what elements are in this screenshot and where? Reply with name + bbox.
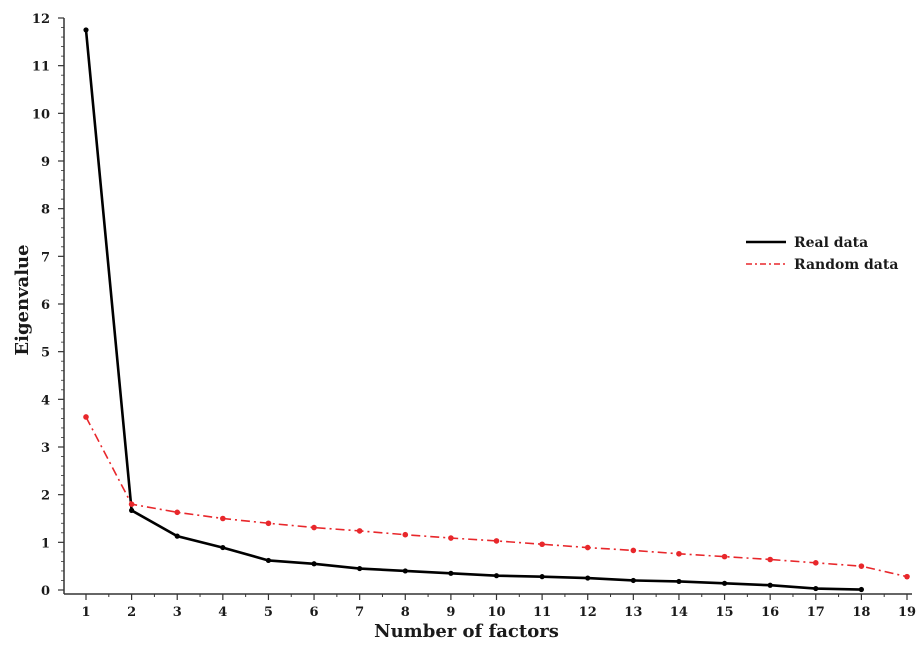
data-point-real-data <box>767 582 773 588</box>
data-point-random-data <box>767 556 773 563</box>
x-tick-label: 12 <box>579 605 597 620</box>
data-point-random-data <box>904 573 910 580</box>
x-tick-label: 9 <box>446 605 455 620</box>
x-tick-label: 10 <box>487 605 505 620</box>
y-tick-label: 3 <box>41 441 50 456</box>
y-tick-label: 8 <box>41 203 50 218</box>
y-tick-label: 2 <box>41 489 50 504</box>
data-point-random-data <box>448 535 454 541</box>
data-point-random-data <box>630 547 637 554</box>
data-point-random-data <box>356 528 363 534</box>
x-tick-label: 13 <box>624 605 642 620</box>
data-point-random-data <box>493 538 500 544</box>
data-point-real-data <box>174 533 180 539</box>
y-tick-label: 5 <box>41 346 50 361</box>
x-tick-label: 11 <box>533 605 551 620</box>
data-point-real-data <box>402 568 408 574</box>
data-point-real-data <box>493 573 500 579</box>
data-point-real-data <box>357 565 363 572</box>
data-point-random-data <box>812 560 819 566</box>
x-tick-label: 17 <box>807 605 825 620</box>
data-point-random-data <box>265 520 272 527</box>
data-point-real-data <box>630 577 636 584</box>
data-point-real-data <box>721 580 728 586</box>
x-tick-label: 16 <box>761 605 779 620</box>
data-point-random-data <box>721 553 728 560</box>
series-layer <box>83 27 910 593</box>
y-tick-label: 1 <box>41 536 50 551</box>
data-point-real-data <box>83 27 89 33</box>
data-point-real-data <box>220 544 226 551</box>
series-line-real-data <box>84 29 862 591</box>
legend-label-random-data: Random data <box>794 257 898 273</box>
y-tick-label: 12 <box>32 12 50 27</box>
y-axis-title: Eigenvalue <box>12 244 33 355</box>
x-tick-label: 2 <box>127 605 136 620</box>
data-point-real-data <box>585 575 591 581</box>
data-point-random-data <box>128 501 135 508</box>
legend: Real data Random data <box>746 235 898 273</box>
data-point-real-data <box>676 578 682 585</box>
data-point-random-data <box>83 414 89 420</box>
data-point-real-data <box>813 585 819 592</box>
y-tick-label: 7 <box>41 250 50 265</box>
data-point-real-data <box>129 507 135 513</box>
data-point-random-data <box>174 509 181 516</box>
x-tick-label: 3 <box>173 605 182 620</box>
y-tick-label: 6 <box>41 298 50 313</box>
data-point-real-data <box>539 574 545 580</box>
x-tick-label: 14 <box>670 605 688 620</box>
series-line-random-data <box>85 416 908 578</box>
y-tick-label: 10 <box>32 107 50 122</box>
x-axis-ticks: 1 2 3 4 5 6 7 8 9 10 11 12 13 14 15 16 17 18 19 <box>81 594 916 620</box>
x-tick-label: 8 <box>401 605 410 620</box>
y-tick-label: 0 <box>41 584 50 599</box>
data-point-real-data <box>858 586 864 593</box>
data-point-random-data <box>858 563 865 569</box>
x-tick-label: 1 <box>81 605 90 620</box>
y-tick-label: 11 <box>32 60 50 75</box>
data-point-random-data <box>584 544 591 551</box>
data-point-real-data <box>265 557 272 564</box>
data-point-random-data <box>539 541 545 548</box>
x-tick-label: 19 <box>898 605 916 620</box>
x-tick-label: 18 <box>852 605 870 620</box>
x-tick-label: 15 <box>716 605 734 620</box>
x-tick-label: 4 <box>218 605 227 620</box>
y-tick-label: 4 <box>41 393 50 408</box>
x-tick-label: 5 <box>264 605 273 620</box>
x-tick-label: 6 <box>310 605 319 620</box>
data-point-real-data <box>448 570 454 576</box>
data-point-random-data <box>676 550 682 557</box>
y-tick-label: 9 <box>41 155 50 170</box>
data-point-random-data <box>402 531 409 538</box>
data-point-real-data <box>311 561 317 567</box>
x-axis-title: Number of factors <box>374 621 559 642</box>
legend-label-real-data: Real data <box>794 235 868 251</box>
axes <box>63 18 912 595</box>
data-point-random-data <box>311 524 317 531</box>
data-point-random-data <box>220 515 226 522</box>
x-tick-label: 7 <box>355 605 364 620</box>
